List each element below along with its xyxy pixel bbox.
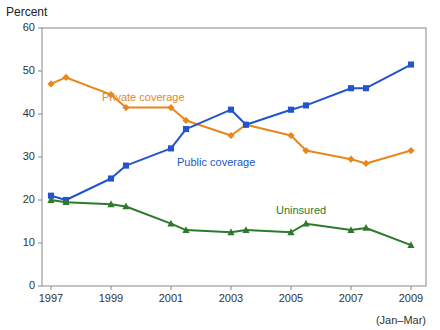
y-tick: [38, 157, 42, 158]
point: [227, 132, 234, 139]
x-tick: [231, 286, 232, 290]
x-tick: [51, 286, 52, 290]
point: [362, 160, 369, 167]
point: [407, 147, 414, 154]
series-line: [51, 200, 411, 245]
point: [123, 163, 129, 169]
x-tick-label: 2009: [399, 292, 423, 304]
y-tick: [38, 243, 42, 244]
y-tick-label: 40: [23, 107, 35, 119]
annotation: Private coverage: [102, 91, 185, 103]
x-tick: [411, 286, 412, 290]
point: [347, 226, 354, 233]
y-axis-label: Percent: [6, 5, 48, 19]
background: [0, 0, 440, 330]
series-line: [51, 77, 411, 163]
plot-frame: [42, 28, 426, 286]
y-tick: [38, 71, 42, 72]
point: [182, 226, 189, 233]
annotation: Public coverage: [177, 156, 255, 168]
point: [287, 132, 294, 139]
series: [47, 196, 414, 248]
point: [302, 220, 309, 227]
point: [62, 198, 69, 205]
y-tick-label: 0: [29, 279, 35, 291]
series: [48, 61, 414, 203]
x-tick: [351, 286, 352, 290]
point: [167, 220, 174, 227]
point: [348, 85, 354, 91]
point: [182, 117, 189, 124]
x-tick-label: 2005: [279, 292, 303, 304]
point: [228, 107, 234, 113]
annotations: Private coverage Public coverage Uninsured: [102, 91, 326, 216]
data-layer: [47, 61, 414, 248]
y-tick-label: 60: [23, 21, 35, 33]
x-axis-note: (Jan–Mar): [376, 314, 426, 326]
series-line: [51, 65, 411, 200]
point: [108, 175, 114, 181]
y-tick: [38, 200, 42, 201]
x-tick-label: 1997: [39, 292, 63, 304]
point: [408, 61, 414, 67]
y-tick: [38, 114, 42, 115]
point: [242, 121, 249, 128]
annotation: Uninsured: [276, 204, 326, 216]
point: [167, 104, 174, 111]
y-axis: 0 10 20 30 40 50 60: [23, 21, 42, 291]
x-tick-label: 2007: [339, 292, 363, 304]
point: [362, 224, 369, 231]
point: [302, 147, 309, 154]
point: [363, 85, 369, 91]
point: [107, 200, 114, 207]
x-tick-label: 2003: [219, 292, 243, 304]
point: [288, 107, 294, 113]
point: [47, 80, 54, 87]
x-tick: [111, 286, 112, 290]
point: [347, 156, 354, 163]
y-tick-label: 10: [23, 236, 35, 248]
y-tick-label: 30: [23, 150, 35, 162]
point: [303, 102, 309, 108]
chart: 0 10 20 30 40 50 60 1997 1999 2001 2003 2005 2007 200…: [0, 0, 440, 330]
point: [227, 228, 234, 235]
point: [243, 122, 249, 128]
y-tick: [38, 286, 42, 287]
point: [407, 241, 414, 248]
y-tick-label: 50: [23, 64, 35, 76]
x-tick-label: 1999: [99, 292, 123, 304]
point: [287, 228, 294, 235]
point: [242, 226, 249, 233]
x-tick: [171, 286, 172, 290]
y-tick: [38, 28, 42, 29]
x-tick: [291, 286, 292, 290]
x-tick-label: 2001: [159, 292, 183, 304]
point: [62, 74, 69, 81]
point: [47, 196, 54, 203]
point: [168, 145, 174, 151]
y-tick-label: 20: [23, 193, 35, 205]
point: [183, 126, 189, 132]
x-axis: 1997 1999 2001 2003 2005 2007 2009: [39, 286, 423, 304]
point: [122, 202, 129, 209]
point: [122, 104, 129, 111]
